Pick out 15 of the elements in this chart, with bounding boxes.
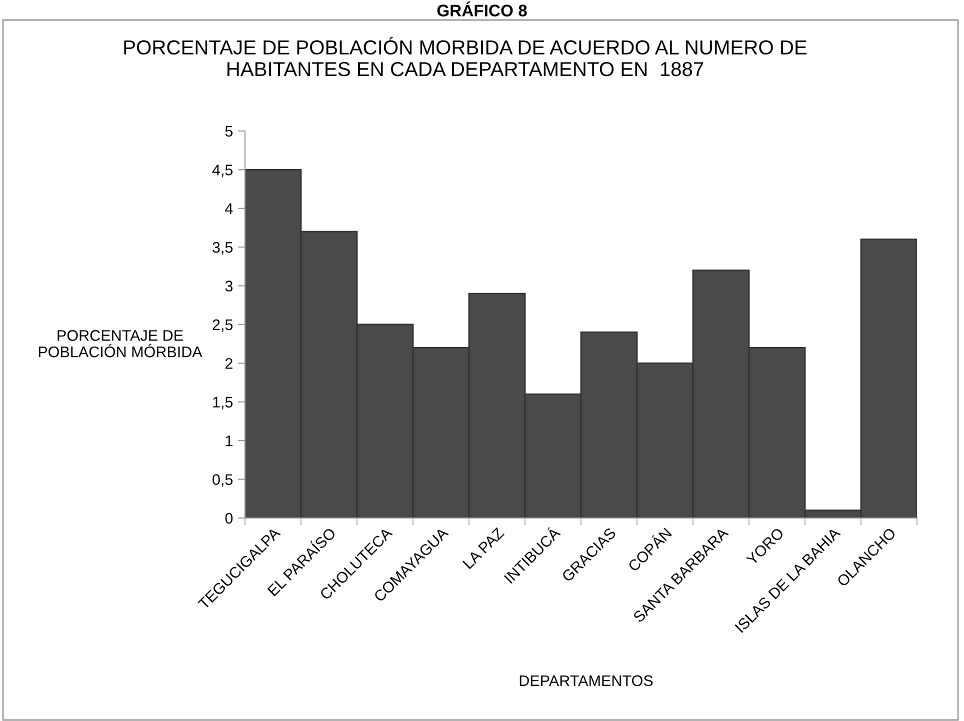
x-axis-title: DEPARTAMENTOS bbox=[520, 675, 653, 686]
y-tick-label: 2 bbox=[225, 358, 232, 369]
y-tick-label: 3,5 bbox=[212, 242, 233, 255]
y-tick-label: 4,5 bbox=[212, 164, 233, 178]
chart-subtitle: PORCENTAJE DE POBLACIÓN MORBIDA DE ACUERDO AL NUMERO DE HABITANTES EN CADA DEPARTAMENTO EN 1887 bbox=[124, 36, 807, 76]
y-tick-label: 2,5 bbox=[212, 319, 233, 332]
y-tick-label: 1 bbox=[226, 436, 232, 446]
y-tick-label: 3 bbox=[225, 280, 233, 292]
y-tick-label: 0,5 bbox=[212, 474, 233, 487]
y-axis-title: PORCENTAJE DE POBLACIÓN MÓRBIDA bbox=[38, 330, 202, 358]
y-tick-label: 1,5 bbox=[213, 396, 233, 410]
y-tick-label: 5 bbox=[225, 126, 233, 137]
y-tick-label: 0 bbox=[225, 512, 233, 524]
chart-title: GRÁFICO 8 bbox=[437, 2, 527, 16]
y-tick-label: 4 bbox=[225, 203, 233, 214]
